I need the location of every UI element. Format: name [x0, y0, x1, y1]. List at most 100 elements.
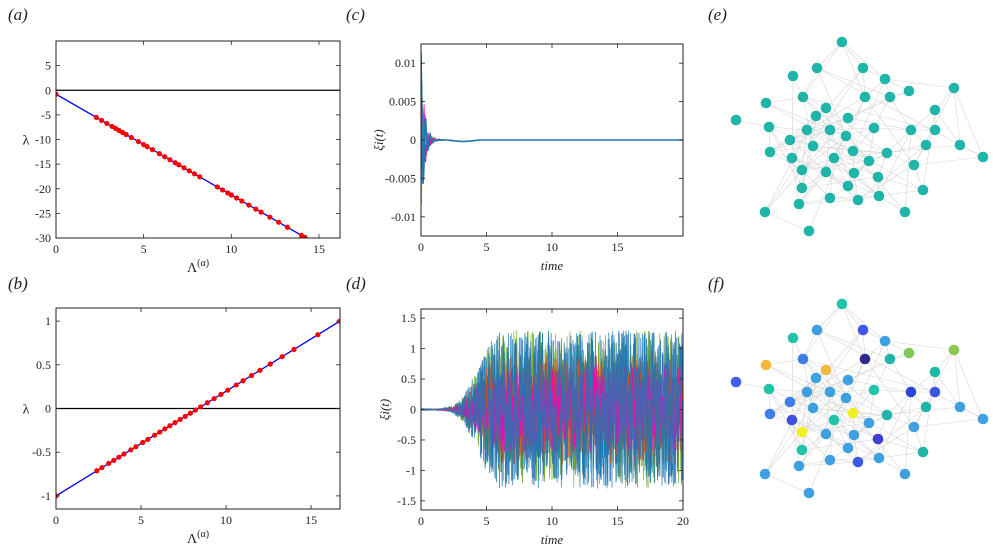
data-point — [167, 423, 173, 429]
network-edge — [764, 329, 864, 475]
network-edge — [764, 169, 803, 213]
panel-label-d: (d) — [346, 274, 366, 293]
data-point — [267, 214, 273, 220]
network-edge — [878, 391, 912, 459]
network-edge — [841, 41, 886, 80]
x-axis-label: time — [541, 258, 564, 273]
data-point — [135, 138, 141, 145]
data-point — [144, 144, 150, 150]
data-point — [167, 157, 173, 163]
network-node — [903, 85, 915, 97]
network-node — [847, 407, 859, 419]
network-node — [899, 468, 911, 480]
y-tick-label: 0.005 — [389, 95, 416, 109]
network-edge — [825, 391, 831, 435]
network-node — [977, 151, 989, 163]
network-node — [760, 97, 772, 109]
network-node — [810, 372, 822, 384]
data-point — [133, 444, 139, 450]
data-point — [219, 187, 226, 193]
y-axis-label: λ — [23, 403, 30, 418]
network-node — [811, 324, 823, 336]
network-node — [903, 347, 915, 359]
network-edge — [806, 129, 854, 152]
network-node — [759, 206, 771, 218]
data-point — [233, 382, 239, 388]
data-point — [162, 426, 168, 432]
x-tick-label: 15 — [305, 513, 317, 527]
network-node — [908, 159, 920, 171]
network-node — [929, 386, 941, 398]
data-point — [181, 165, 187, 171]
network-edge — [769, 413, 803, 433]
x-tick-label: 5 — [141, 242, 147, 256]
plot-frame — [420, 308, 684, 511]
data-point — [228, 192, 234, 198]
network-edge — [806, 129, 879, 178]
network-edge — [802, 303, 843, 360]
network-edge — [791, 419, 849, 449]
plot-area-d — [421, 330, 683, 489]
data-point — [225, 387, 231, 393]
network-node — [842, 374, 854, 386]
network-node — [948, 344, 960, 356]
data-point — [116, 454, 122, 460]
network-node — [848, 167, 860, 179]
network-edge — [873, 96, 891, 129]
network-node — [868, 122, 880, 134]
network-node — [842, 112, 854, 124]
network-node — [828, 414, 840, 426]
network-edge — [801, 115, 817, 189]
network-edge — [812, 407, 879, 440]
network-edge — [852, 340, 886, 414]
y-tick-label: 1 — [45, 314, 51, 328]
x-axis-label: Λ(α) — [187, 258, 209, 276]
data-point — [187, 410, 193, 416]
network-node — [847, 145, 859, 157]
network-edge — [768, 388, 793, 421]
data-point — [246, 202, 252, 208]
network-node — [763, 121, 775, 133]
y-tick-label: -15 — [35, 157, 51, 171]
data-point — [172, 420, 178, 426]
network-edge — [829, 129, 859, 201]
data-point — [98, 117, 105, 123]
data-point — [257, 367, 263, 373]
network-edge — [889, 358, 912, 393]
network-edge — [802, 358, 936, 393]
network-node — [842, 442, 854, 454]
network-edge — [829, 391, 859, 463]
data-point — [240, 378, 246, 384]
y-tick-label: -1 — [41, 489, 51, 503]
network-edge — [768, 388, 808, 393]
data-point — [128, 447, 134, 453]
y-tick-label: 0 — [410, 133, 416, 147]
network-node — [807, 402, 819, 414]
network-node — [759, 468, 771, 480]
network-node — [820, 166, 832, 178]
network-node — [954, 401, 966, 413]
network-edge — [789, 391, 831, 403]
network-edge — [801, 160, 870, 171]
network-edge — [868, 127, 875, 162]
y-tick-label: 0.5 — [401, 372, 416, 386]
data-point — [149, 147, 156, 153]
network-edge — [816, 41, 843, 69]
plot-area-c — [421, 51, 683, 205]
network-edge — [841, 41, 864, 69]
network-node — [868, 384, 880, 396]
network-node — [793, 460, 805, 472]
network-edge — [791, 157, 855, 174]
network-edge — [802, 358, 814, 409]
y-tick-label: 0 — [45, 402, 51, 416]
data-point — [218, 391, 224, 397]
network-node — [840, 392, 852, 404]
network-edge — [769, 391, 831, 415]
network-edge — [735, 381, 770, 390]
network-edge — [864, 358, 915, 428]
network-node — [881, 409, 893, 421]
network-edge — [825, 129, 831, 173]
data-point — [177, 416, 183, 423]
network-edge — [768, 126, 803, 189]
